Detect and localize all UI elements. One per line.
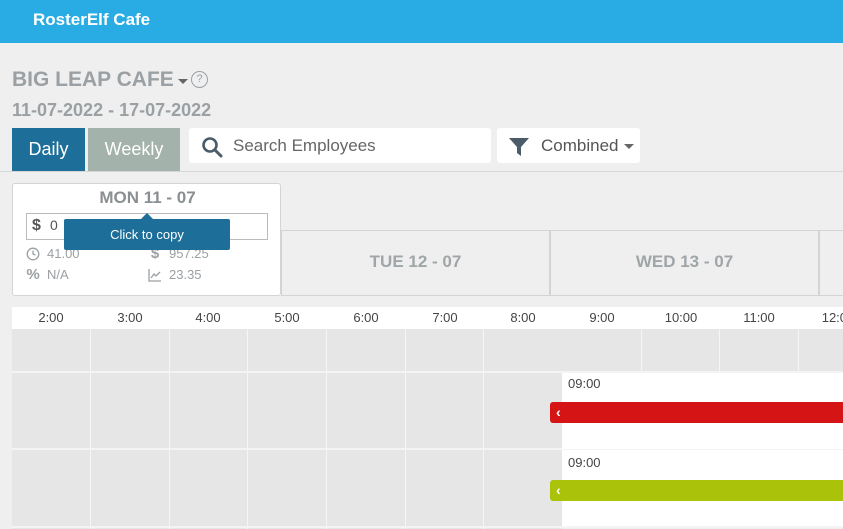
clock-icon	[26, 247, 40, 260]
copy-tooltip[interactable]: Click to copy	[64, 213, 230, 250]
day-label: WED 13 - 07	[635, 252, 734, 271]
day-card-mon[interactable]: MON 11 - 07 $ 41.00 $ 957.25 % N/A 23.35…	[12, 183, 281, 296]
dollar-icon: $	[150, 244, 160, 262]
grid-line	[247, 329, 248, 529]
cafe-selector[interactable]: BIG LEAP CAFE	[12, 68, 188, 92]
day-label: TUE 12 - 07	[369, 252, 462, 271]
time-label: 9:00	[589, 310, 615, 325]
percent-icon: %	[26, 265, 40, 283]
shift-bar[interactable]: ‹	[550, 480, 843, 501]
time-label: 10:00	[664, 310, 698, 325]
day-label: MON 11 - 07	[99, 188, 196, 207]
avg-value: 23.35	[169, 267, 202, 282]
search-icon	[202, 137, 223, 158]
day-card-tue[interactable]: TUE 12 - 07	[281, 230, 550, 296]
help-icon[interactable]: ?	[191, 71, 208, 88]
caret-down-icon	[624, 144, 634, 149]
tab-weekly[interactable]: Weekly	[88, 128, 180, 171]
day-card-next[interactable]	[819, 230, 843, 296]
time-label: 12:00	[821, 310, 843, 325]
dollar-icon: $	[32, 217, 41, 234]
date-range: 11-07-2022 - 17-07-2022	[12, 100, 212, 120]
roster-grid: 09:00 ‹ 09:00 ‹	[12, 329, 843, 529]
percent-value: N/A	[47, 267, 69, 282]
time-label: 3:00	[117, 310, 143, 325]
day-card-wed[interactable]: WED 13 - 07	[550, 230, 819, 296]
percent-stat: % N/A	[26, 265, 69, 283]
tab-daily[interactable]: Daily	[12, 128, 85, 171]
shift-bar[interactable]: ‹	[550, 402, 843, 423]
caret-down-icon	[177, 79, 188, 84]
time-label: 11:00	[743, 310, 775, 325]
shift-start-time: 09:00	[568, 455, 601, 470]
app-title: RosterElf Cafe	[33, 10, 151, 29]
grid-background	[12, 329, 562, 529]
tooltip-arrow	[141, 213, 153, 219]
grid-line	[483, 329, 484, 529]
grid-background	[562, 329, 843, 371]
time-label: 4:00	[195, 310, 221, 325]
filter-icon	[509, 138, 529, 156]
top-bar: RosterElf Cafe	[0, 0, 843, 43]
row-divider	[12, 448, 843, 450]
shift-start-time: 09:00	[568, 376, 601, 391]
avg-stat: 23.35	[148, 267, 202, 282]
divider	[0, 171, 843, 172]
grid-line	[326, 329, 327, 529]
time-label: 6:00	[353, 310, 379, 325]
timeline-header: 2:00 3:00 4:00 5:00 6:00 7:00 8:00 9:00 …	[12, 307, 843, 329]
chevron-left-icon: ‹	[556, 404, 561, 420]
search-box[interactable]	[189, 128, 491, 163]
chart-icon	[148, 268, 161, 282]
grid-line	[90, 329, 91, 529]
time-label: 2:00	[38, 310, 64, 325]
time-label: 5:00	[274, 310, 300, 325]
grid-line	[169, 329, 170, 529]
grid-line	[405, 329, 406, 529]
row-divider	[12, 371, 843, 373]
time-label: 7:00	[432, 310, 458, 325]
tooltip-text: Click to copy	[110, 227, 184, 242]
filter-dropdown[interactable]: Combined	[497, 128, 640, 163]
chevron-left-icon: ‹	[556, 482, 561, 498]
row-divider	[12, 526, 843, 528]
filter-label: Combined	[541, 136, 619, 155]
time-label: 8:00	[510, 310, 536, 325]
search-input[interactable]	[233, 128, 483, 163]
cafe-name: BIG LEAP CAFE	[12, 68, 174, 91]
